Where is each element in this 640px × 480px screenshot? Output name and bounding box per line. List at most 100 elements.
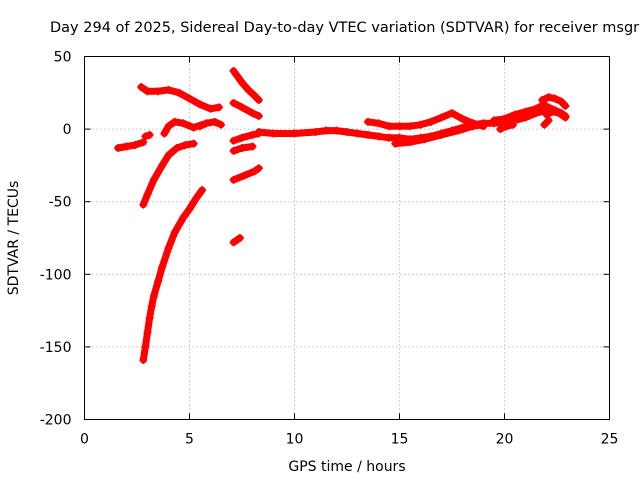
data-point xyxy=(542,110,551,119)
data-point xyxy=(254,164,263,173)
data-point xyxy=(311,128,320,137)
x-tick-label: 25 xyxy=(601,432,619,448)
data-point xyxy=(141,342,150,351)
data-point xyxy=(343,128,351,137)
data-point xyxy=(254,96,263,105)
series-line xyxy=(230,99,263,120)
series-arc-6 xyxy=(160,117,207,138)
data-point xyxy=(244,85,253,94)
data-point xyxy=(496,125,505,134)
data-point xyxy=(544,116,553,125)
data-point xyxy=(364,130,372,139)
data-point xyxy=(137,82,146,91)
data-point xyxy=(149,175,158,184)
data-point xyxy=(229,146,238,155)
data-point xyxy=(555,109,564,118)
data-point xyxy=(189,123,198,132)
data-point xyxy=(490,116,498,125)
data-point xyxy=(374,132,383,141)
series-line xyxy=(230,164,263,184)
data-point xyxy=(448,109,456,118)
series-arc-18 xyxy=(538,93,570,110)
data-point xyxy=(164,151,173,160)
x-tick-label: 20 xyxy=(496,432,514,448)
series-arc-5 xyxy=(139,186,207,364)
data-point xyxy=(248,109,257,118)
data-point xyxy=(145,130,154,139)
data-point xyxy=(353,129,362,138)
series-arc-4 xyxy=(139,139,198,209)
data-point xyxy=(196,122,204,131)
series-arc-9 xyxy=(229,98,263,121)
data-point xyxy=(229,136,238,145)
data-point xyxy=(147,302,156,311)
data-point xyxy=(269,129,278,138)
series-line xyxy=(139,186,206,364)
data-point xyxy=(233,72,242,81)
data-point xyxy=(185,94,194,103)
data-point xyxy=(143,87,152,96)
data-point xyxy=(229,175,238,184)
y-tick-label: -150 xyxy=(40,340,72,356)
data-point xyxy=(521,107,530,116)
data-point xyxy=(248,130,257,139)
data-point xyxy=(145,313,154,322)
series-arc-21 xyxy=(496,120,517,134)
data-point xyxy=(122,142,131,151)
data-point xyxy=(179,119,188,128)
data-point xyxy=(238,133,246,142)
data-point xyxy=(469,122,477,131)
data-point xyxy=(139,355,148,364)
data-point xyxy=(290,129,299,138)
data-point xyxy=(250,91,259,100)
series-arc-2 xyxy=(137,82,223,113)
data-point xyxy=(508,120,517,129)
data-point xyxy=(538,101,547,110)
data-point xyxy=(254,112,263,121)
data-point xyxy=(170,117,179,126)
data-point xyxy=(238,143,246,152)
x-tick-label: 10 xyxy=(286,432,304,448)
data-point xyxy=(511,110,519,119)
data-point xyxy=(235,234,244,242)
data-point xyxy=(250,167,259,176)
data-point xyxy=(217,120,225,129)
data-point xyxy=(143,328,152,337)
data-point xyxy=(385,133,393,142)
data-point xyxy=(160,129,169,138)
data-point xyxy=(550,94,559,103)
series-arc-13 xyxy=(229,234,244,247)
data-point xyxy=(454,126,463,135)
series-line xyxy=(114,138,147,152)
y-tick-label: -200 xyxy=(40,413,72,429)
series-arc-11 xyxy=(229,142,257,155)
data-point xyxy=(149,292,158,301)
data-point xyxy=(406,138,414,147)
data-point xyxy=(500,114,509,123)
data-point xyxy=(238,78,246,87)
data-point xyxy=(437,130,446,139)
data-point xyxy=(240,171,249,180)
data-point xyxy=(154,87,162,96)
series-line xyxy=(196,118,225,130)
y-tick-label: 0 xyxy=(63,122,72,138)
data-point xyxy=(170,228,179,237)
data-point xyxy=(557,97,566,106)
data-point xyxy=(175,88,183,97)
data-point xyxy=(427,117,435,126)
data-point xyxy=(196,100,204,109)
data-point xyxy=(206,104,215,113)
y-tick-label: -100 xyxy=(40,267,72,283)
data-point xyxy=(437,113,446,122)
x-axis-label: GPS time / hours xyxy=(288,459,405,475)
series-arc-16 xyxy=(391,120,488,148)
series-arc-7 xyxy=(196,117,225,131)
data-point xyxy=(164,122,173,131)
data-point xyxy=(385,122,393,131)
data-point xyxy=(191,194,200,203)
data-point xyxy=(420,135,429,144)
data-point xyxy=(202,119,211,128)
series-arc-8 xyxy=(229,67,263,105)
series-arc-1 xyxy=(114,138,148,152)
data-point xyxy=(214,103,223,112)
